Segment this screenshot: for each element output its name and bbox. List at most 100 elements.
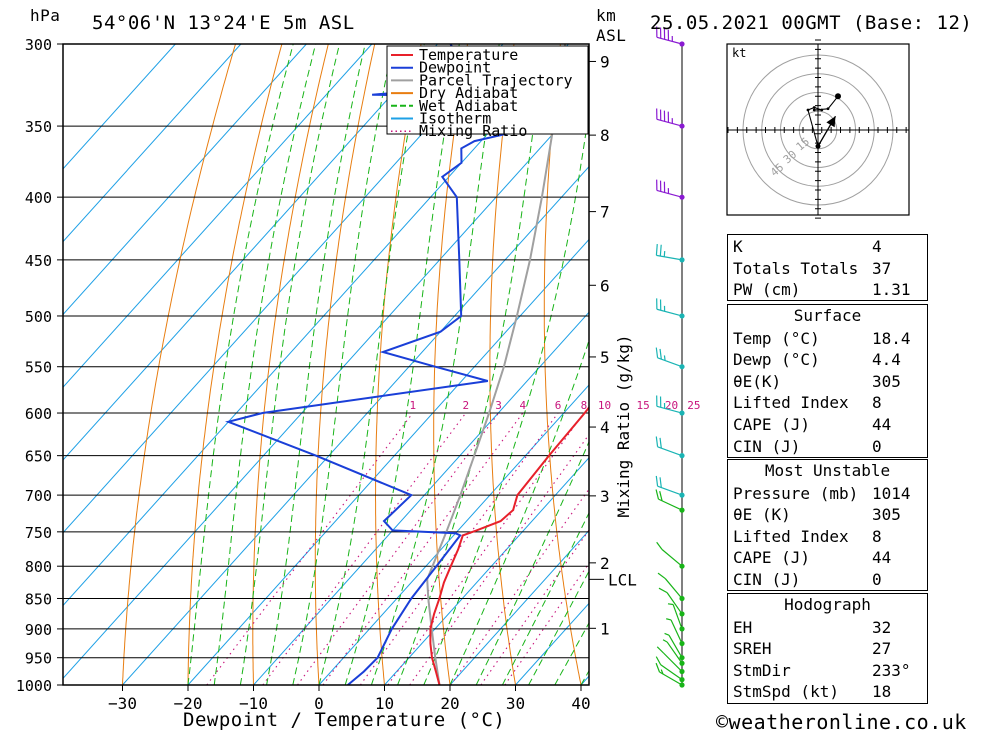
wind-barb-feather xyxy=(656,476,657,486)
wind-barb xyxy=(656,437,684,459)
mixing-ratio-value-label: 25 xyxy=(687,399,700,412)
surface-row: CIN (J) 0 xyxy=(728,435,927,457)
km-tick-label: 1 xyxy=(600,619,610,638)
mu-value: 0 xyxy=(872,570,882,589)
mixing-ratio-value-label: 4 xyxy=(519,399,526,412)
units-asl-label: ASL xyxy=(596,26,626,45)
mixing-ratio-value-label: 15 xyxy=(637,399,650,412)
wind-barb xyxy=(657,180,685,200)
wind-barb xyxy=(658,573,685,601)
pressure-tick-label: 850 xyxy=(25,590,52,608)
mu-row: θE (K) 305 xyxy=(728,503,927,525)
dry-adiabat-line xyxy=(123,44,236,685)
wind-barb xyxy=(657,542,685,569)
pressure-tick-label: 650 xyxy=(25,448,52,466)
mixing-ratio-value-label: 2 xyxy=(462,399,469,412)
km-tick-label: 6 xyxy=(600,276,610,295)
mu-label: CAPE (J) xyxy=(733,548,810,567)
wind-barb-feather xyxy=(656,490,658,500)
mu-value: 8 xyxy=(872,527,882,546)
index-label: K xyxy=(733,237,743,256)
surface-value: 4.4 xyxy=(872,350,901,369)
legend-label: Mixing Ratio xyxy=(419,122,527,140)
surface-title: Surface xyxy=(728,305,927,327)
hodo-value: 233° xyxy=(872,661,911,680)
surface-row: θE(K) 305 xyxy=(728,370,927,392)
most-unstable-table: Most Unstable Pressure (mb) 1014 θE (K) … xyxy=(727,459,928,591)
hodograph-point xyxy=(807,109,810,112)
wind-barb xyxy=(656,244,684,262)
wind-barb xyxy=(657,298,685,318)
surface-value: 0 xyxy=(872,437,882,456)
surface-row: CAPE (J) 44 xyxy=(728,413,927,435)
hodograph-unit-label: kt xyxy=(732,46,746,60)
hodograph-point xyxy=(820,109,823,112)
surface-label: Temp (°C) xyxy=(733,329,820,348)
wind-barb-staff xyxy=(665,579,682,599)
wind-barb-feather xyxy=(659,588,667,592)
mixing-ratio-line xyxy=(505,413,694,685)
wind-barb-feather xyxy=(660,438,661,448)
hodo-value: 27 xyxy=(872,639,891,658)
hodo-row: StmSpd (kt) 18 xyxy=(728,680,927,702)
lcl-label: LCL xyxy=(608,570,637,589)
surface-value: 305 xyxy=(872,372,901,391)
wind-barb-dot xyxy=(679,655,684,660)
pressure-tick-label: 500 xyxy=(25,308,52,326)
mu-value: 305 xyxy=(872,505,901,524)
mu-row: CIN (J) 0 xyxy=(728,568,927,590)
pressure-tick-label: 750 xyxy=(25,524,52,542)
index-label: PW (cm) xyxy=(733,280,800,299)
hodo-label: StmDir xyxy=(733,661,791,680)
wet-adiabat-line xyxy=(188,44,293,685)
forecast-datetime: 25.05.2021 00GMT (Base: 12) xyxy=(650,12,972,34)
wind-barb-half-feather xyxy=(668,604,673,605)
surface-table: Surface Temp (°C) 18.4 Dewp (°C) 4.4 θE(… xyxy=(727,304,928,458)
dry-adiabat-line xyxy=(544,44,581,685)
mixing-ratio-value-label: 8 xyxy=(581,399,588,412)
pressure-tick-label: 550 xyxy=(25,359,52,377)
pressure-tick-label: 300 xyxy=(25,36,52,54)
surface-label: CAPE (J) xyxy=(733,415,810,434)
km-tick-label: 4 xyxy=(600,418,610,437)
temperature-tick-label: 30 xyxy=(506,694,525,713)
surface-label: Lifted Index xyxy=(733,393,849,412)
pressure-tick-label: 700 xyxy=(25,487,52,505)
wind-barb xyxy=(657,109,685,129)
index-value: 37 xyxy=(872,259,891,278)
wind-barb-feather xyxy=(657,647,663,653)
dry-adiabat-line xyxy=(978,44,1000,685)
indices-table: K 4 Totals Totals 37 PW (cm) 1.31 xyxy=(727,234,928,301)
storm-motion-origin xyxy=(816,144,821,149)
wind-barb-staff xyxy=(661,665,682,680)
km-tick-label: 7 xyxy=(600,203,610,222)
mu-row: Pressure (mb) 1014 xyxy=(728,482,927,504)
mixing-ratio-value-label: 1 xyxy=(409,399,416,412)
most-unstable-title: Most Unstable xyxy=(728,460,927,482)
surface-value: 44 xyxy=(872,415,891,434)
mixing-ratio-value-label: 6 xyxy=(555,399,562,412)
hodo-value: 18 xyxy=(872,682,891,701)
wind-barb-half-feather xyxy=(663,640,667,642)
dewpoint-line xyxy=(228,44,589,685)
site-credit[interactable]: ©weatheronline.co.uk xyxy=(716,710,967,734)
hodo-label: StmSpd (kt) xyxy=(733,682,839,701)
km-tick-label: 8 xyxy=(600,126,610,145)
hodograph-title: Hodograph xyxy=(728,594,927,616)
hodograph-end-marker xyxy=(835,93,841,99)
hodo-row: StmDir 233° xyxy=(728,659,927,681)
wind-barb-half-feather xyxy=(664,355,665,360)
wind-barb xyxy=(659,588,685,616)
surface-label: θE(K) xyxy=(733,372,781,391)
hodo-label: EH xyxy=(733,618,752,637)
pressure-tick-label: 400 xyxy=(25,189,52,207)
surface-label: Dewp (°C) xyxy=(733,350,820,369)
x-axis-label: Dewpoint / Temperature (°C) xyxy=(183,709,505,731)
mu-label: θE (K) xyxy=(733,505,791,524)
station-location: 54°06'N 13°24'E 5m ASL xyxy=(92,12,355,34)
wind-barb xyxy=(656,663,685,687)
surface-row: Temp (°C) 18.4 xyxy=(728,327,927,349)
pressure-tick-label: 800 xyxy=(25,558,52,576)
wind-barb-feather xyxy=(660,477,661,487)
